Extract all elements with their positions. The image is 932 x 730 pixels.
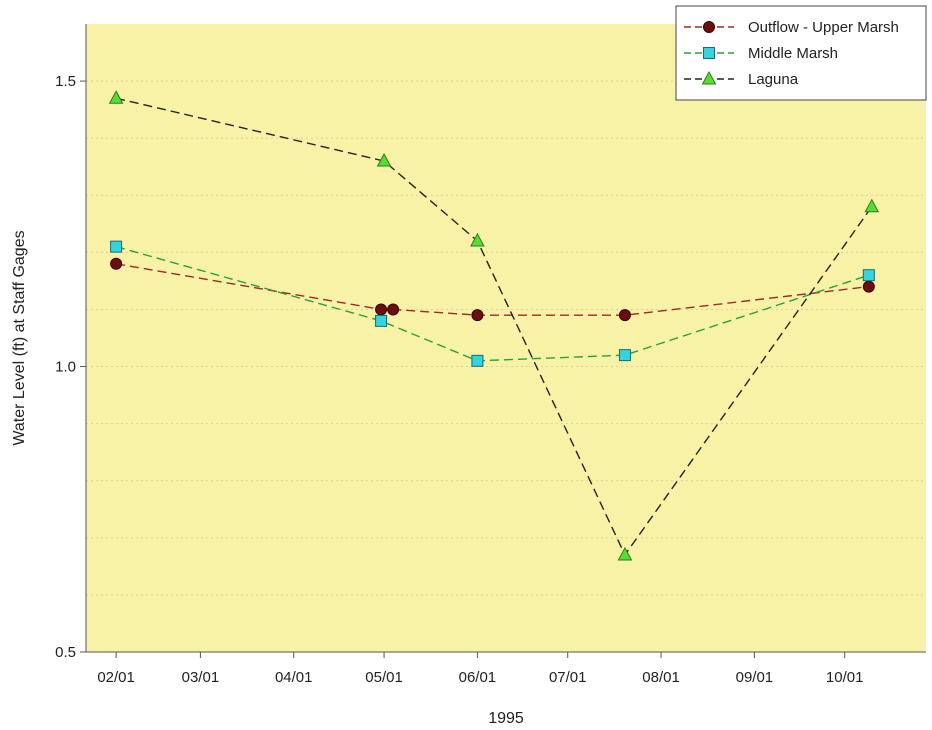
series-group [108, 90, 880, 561]
legend-label: Middle Marsh [748, 45, 838, 62]
x-tick-label: 08/01 [642, 669, 680, 686]
x-tick-label: 02/01 [97, 669, 135, 686]
x-tick-label: 07/01 [549, 669, 587, 686]
legend-marker [703, 21, 715, 33]
x-tick-label: 04/01 [275, 669, 313, 686]
data-point [375, 303, 388, 316]
data-point [471, 309, 484, 322]
x-tick-label: 06/01 [459, 669, 497, 686]
y-tick-label: 1.5 [55, 73, 76, 90]
x-tick-label: 05/01 [365, 669, 403, 686]
legend-marker [701, 70, 717, 85]
y-tick-label: 0.5 [55, 644, 76, 661]
x-tick-label: 09/01 [736, 669, 774, 686]
data-point [862, 269, 875, 282]
x-axis-title: 1995 [488, 710, 524, 727]
series-0 [110, 257, 875, 322]
data-point [375, 314, 388, 327]
data-point [471, 354, 484, 367]
x-tick-label: 03/01 [182, 669, 220, 686]
data-point [618, 309, 631, 322]
data-point [108, 90, 124, 104]
data-point [864, 198, 880, 213]
data-point [387, 303, 400, 316]
legend: Outflow - Upper Marsh Middle Marsh Laguna [675, 5, 927, 101]
x-tick-label: 10/01 [826, 669, 864, 686]
legend-marker [703, 47, 715, 59]
series-1 [110, 240, 875, 367]
legend-label: Laguna [748, 71, 799, 88]
data-point [110, 257, 123, 270]
data-point [617, 546, 633, 561]
y-axis-title: Water Level (ft) at Staff Gages [11, 230, 28, 445]
y-tick-label: 1.0 [55, 359, 76, 376]
series-2 [108, 90, 880, 561]
data-point [862, 280, 875, 293]
data-point [376, 152, 392, 167]
series-line [115, 263, 869, 316]
plot-area [86, 24, 926, 652]
data-point [110, 240, 123, 253]
data-point [618, 349, 631, 362]
axis-ticks: 0.5 1.0 1.5 02/01 03/01 04/01 05/01 06/01 07/01 0… [55, 73, 863, 686]
data-point [470, 232, 485, 247]
legend-label: Outflow - Upper Marsh [748, 19, 899, 36]
